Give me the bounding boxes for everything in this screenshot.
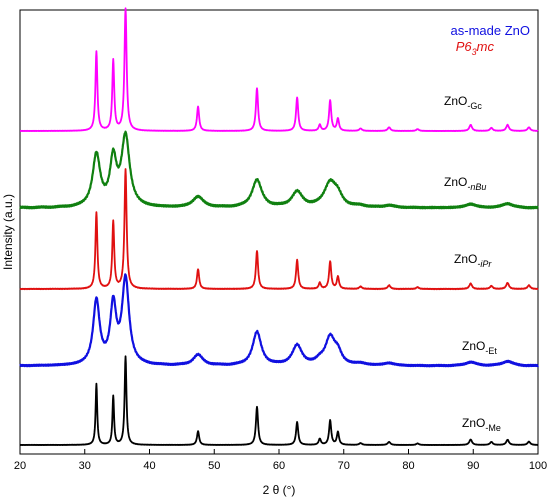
x-tick-label: 70 xyxy=(338,460,350,472)
x-tick-label: 60 xyxy=(273,460,285,472)
legend-space-group: P63mc xyxy=(456,39,495,57)
series-line xyxy=(19,130,539,210)
x-tick-label: 20 xyxy=(14,460,26,472)
series-line xyxy=(19,355,539,447)
series-curves xyxy=(19,7,539,447)
series-line xyxy=(19,7,539,133)
series-line xyxy=(19,273,539,368)
series-line xyxy=(19,168,539,291)
x-tick-label: 90 xyxy=(467,460,479,472)
x-tick-label: 100 xyxy=(529,460,547,472)
series-label: ZnO-nBu xyxy=(444,175,486,192)
x-axis-title: 2 θ (°) xyxy=(263,483,296,497)
series-label: ZnO-Gc xyxy=(444,94,482,111)
series-label: ZnO-iPr xyxy=(454,252,492,269)
legend-as-made: as-made ZnO xyxy=(451,23,530,38)
series-label: ZnO-Et xyxy=(462,339,497,356)
x-tick-label: 30 xyxy=(79,460,91,472)
y-axis-title: Intensity (a.u.) xyxy=(1,194,15,270)
x-tick-label: 80 xyxy=(402,460,414,472)
x-axis-ticks: 20 30 40 50 60 70 80 90 100 xyxy=(14,449,547,472)
series-label: ZnO-Me xyxy=(462,416,501,433)
series-labels: ZnO-Gc ZnO-nBu ZnO-iPr ZnO-Et ZnO-Me xyxy=(444,94,501,433)
x-tick-label: 40 xyxy=(143,460,155,472)
x-tick-label: 50 xyxy=(208,460,220,472)
